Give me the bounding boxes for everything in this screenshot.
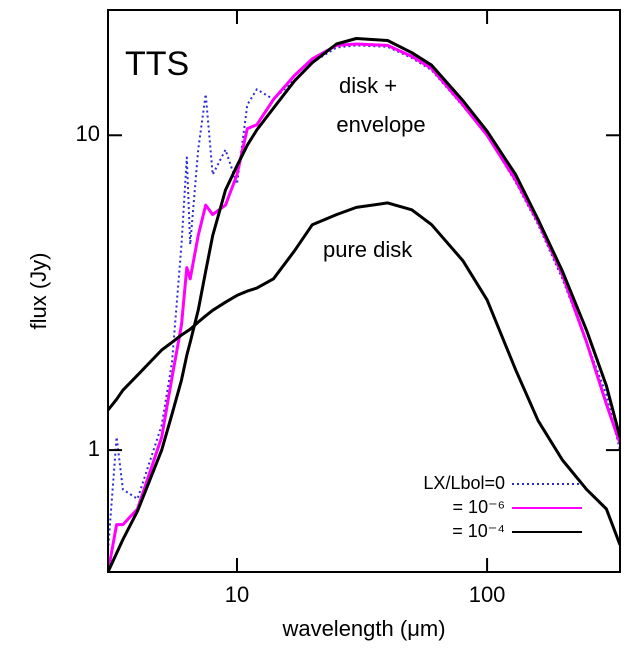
curve-label: pure disk <box>323 237 413 262</box>
series-line <box>108 37 620 572</box>
x-tick-label: 100 <box>469 582 506 607</box>
plot-area <box>108 37 620 572</box>
y-axis-label: flux (Jy) <box>26 253 51 330</box>
x-tick-label: 10 <box>225 582 249 607</box>
series-line <box>108 42 620 572</box>
annotation: envelope <box>336 112 425 137</box>
legend-label: LX/Lbol=0 <box>423 473 505 493</box>
y-tick-label: 10 <box>76 121 100 146</box>
chart-title: TTS <box>125 45 189 83</box>
legend-label: = 10⁻⁴ <box>452 521 505 541</box>
series-line <box>108 201 620 546</box>
y-tick-label: 1 <box>88 436 100 461</box>
legend-label: = 10⁻⁶ <box>453 497 505 517</box>
x-axis-label: wavelength (μm) <box>281 616 445 641</box>
annotation: disk + <box>339 73 397 98</box>
plot-frame <box>107 9 621 573</box>
